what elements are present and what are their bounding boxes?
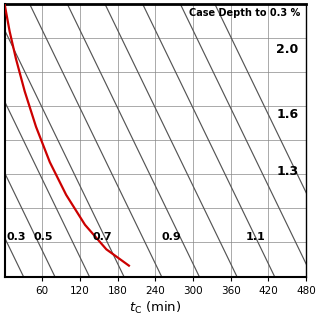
Text: 0.7: 0.7 (92, 232, 112, 242)
X-axis label: $t_\mathrm{C}$ (min): $t_\mathrm{C}$ (min) (129, 300, 181, 316)
Text: 0.9: 0.9 (161, 232, 181, 242)
Text: 0.5: 0.5 (34, 232, 53, 242)
Text: Case Depth to 0.3 %: Case Depth to 0.3 % (189, 8, 300, 18)
Text: 2.0: 2.0 (276, 43, 299, 56)
Text: 0.3: 0.3 (6, 232, 26, 242)
Text: 1.1: 1.1 (246, 232, 266, 242)
Text: 1.6: 1.6 (276, 108, 299, 121)
Text: 1.3: 1.3 (276, 165, 299, 178)
